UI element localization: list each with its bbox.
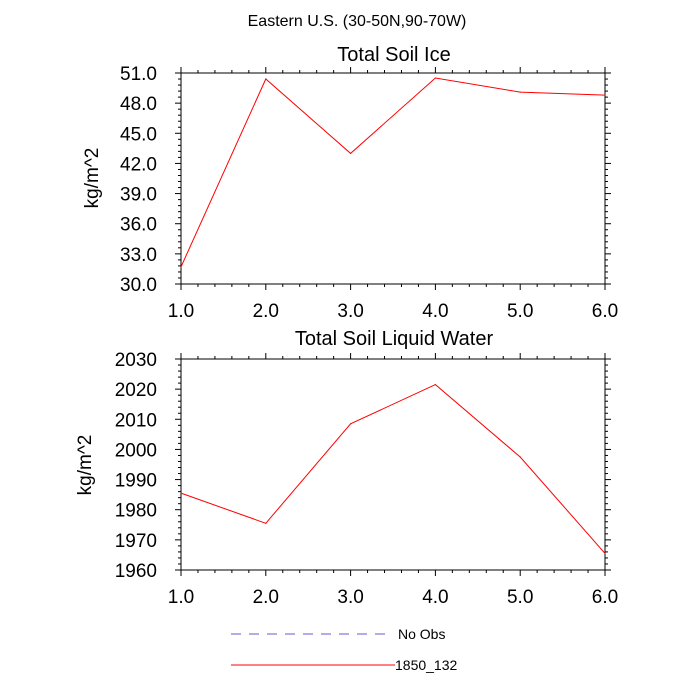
y-tick-label: 1990 — [115, 471, 157, 492]
y-tick-label: 1980 — [115, 501, 157, 522]
x-tick-label: 2.0 — [253, 301, 279, 322]
x-tick-label: 4.0 — [422, 301, 448, 322]
chart-title: Total Soil Ice — [337, 44, 450, 66]
data-point — [519, 91, 521, 93]
y-tick-label: 30.0 — [120, 275, 157, 296]
legend: No Obs 1850_132 — [231, 626, 458, 673]
data-point — [604, 94, 606, 96]
y-tick-label: 1970 — [115, 531, 157, 552]
y-tick-label: 36.0 — [120, 215, 157, 236]
plot-frame — [180, 358, 606, 571]
x-tick-label: 1.0 — [168, 301, 194, 322]
x-tick-label: 2.0 — [253, 587, 279, 608]
panel-total-soil-ice: Total Soil Ice kg/m^2 1.0 2.0 3.0 4.0 5.0 6.0… — [82, 44, 618, 322]
legend-label-1850-132: 1850_132 — [395, 657, 458, 673]
plot-frame — [180, 72, 606, 285]
panel-total-soil-liquid-water: Total Soil Liquid Water kg/m^2 1.0 2.0 3.0… — [75, 328, 618, 608]
y-tick-label: 45.0 — [120, 124, 157, 145]
data-point — [604, 552, 606, 555]
series-line-1850_132 — [180, 384, 606, 554]
y-tick-label: 2010 — [115, 410, 157, 431]
data-point — [434, 77, 436, 79]
y-tick-label: 33.0 — [120, 245, 157, 266]
data-point — [265, 522, 267, 524]
page-title: Eastern U.S. (30-50N,90-70W) — [248, 13, 467, 30]
legend-label-no-obs: No Obs — [398, 626, 445, 642]
y-tick-label: 39.0 — [120, 185, 157, 206]
x-tick-label: 6.0 — [592, 587, 618, 608]
chart-title: Total Soil Liquid Water — [295, 328, 494, 350]
axis-tick-labels: 1.0 2.0 3.0 4.0 5.0 6.0 1960 1970 1980 1990 2000 20… — [115, 350, 618, 608]
y-axis-label: kg/m^2 — [75, 435, 96, 496]
y-tick-label: 1960 — [115, 561, 157, 582]
y-axis-label: kg/m^2 — [82, 148, 103, 209]
data-point — [265, 78, 267, 80]
data-point — [350, 152, 352, 154]
x-tick-label: 1.0 — [168, 587, 194, 608]
data-point — [519, 456, 521, 458]
axis-tick-labels: 1.0 2.0 3.0 4.0 5.0 6.0 30.0 33.0 36.0 39.0 42.0 45… — [120, 64, 618, 322]
series-line-1850_132 — [180, 77, 606, 268]
x-tick-label: 5.0 — [507, 587, 533, 608]
x-tick-label: 6.0 — [592, 301, 618, 322]
x-tick-label: 3.0 — [337, 587, 363, 608]
data-point — [434, 384, 436, 386]
x-tick-label: 4.0 — [422, 587, 448, 608]
data-point — [350, 423, 352, 425]
data-point — [180, 266, 182, 268]
axis-ticks — [175, 353, 611, 576]
y-tick-label: 2030 — [115, 350, 157, 371]
y-tick-label: 2020 — [115, 380, 157, 401]
series-layer — [180, 384, 606, 555]
x-tick-label: 3.0 — [337, 301, 363, 322]
x-tick-label: 5.0 — [507, 301, 533, 322]
y-tick-label: 2000 — [115, 440, 157, 461]
y-tick-label: 51.0 — [120, 64, 157, 85]
series-layer — [180, 77, 606, 268]
y-tick-label: 42.0 — [120, 154, 157, 175]
y-tick-label: 48.0 — [120, 94, 157, 115]
axis-ticks — [175, 67, 611, 290]
data-point — [180, 492, 182, 494]
